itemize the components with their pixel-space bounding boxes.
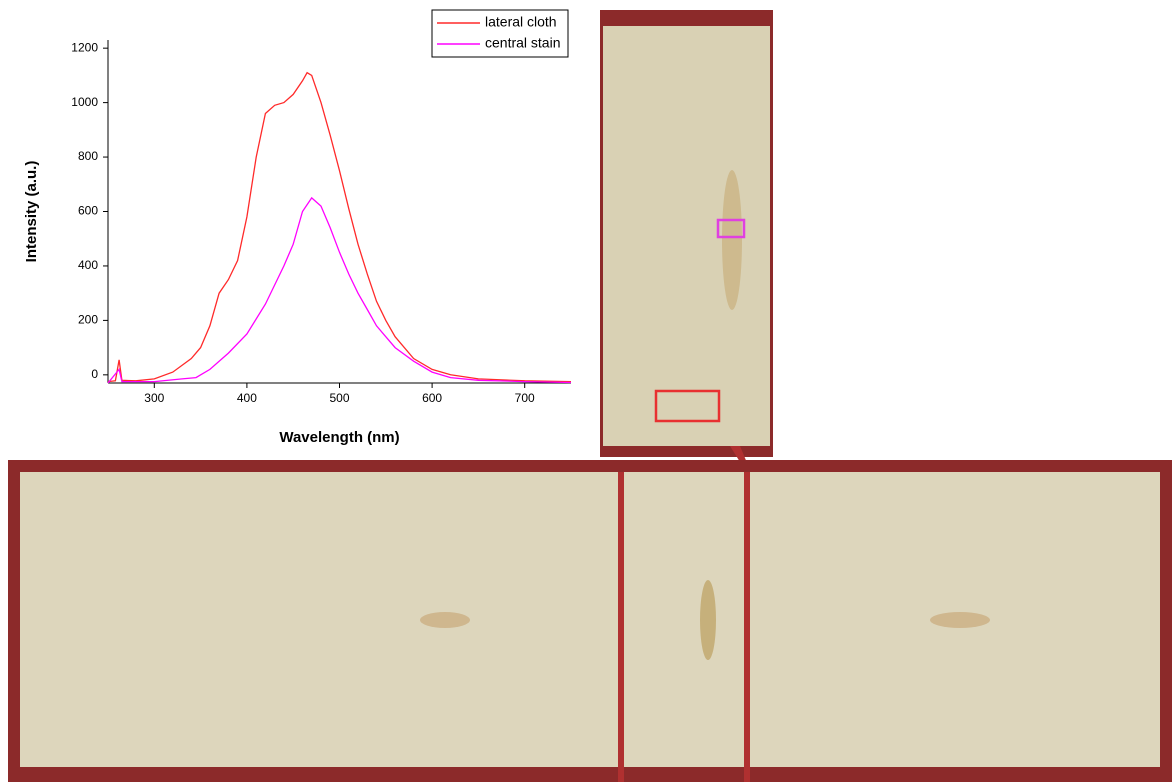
full-cloth-photo — [8, 460, 1172, 782]
central-stain-marker — [716, 218, 746, 239]
y-axis-label: Intensity (a.u.) — [23, 161, 40, 263]
y-tick-label: 800 — [78, 149, 98, 163]
x-tick-label: 600 — [422, 391, 442, 405]
y-tick-label: 200 — [78, 313, 98, 327]
y-tick-label: 1000 — [71, 95, 98, 109]
data-line — [107, 71, 572, 383]
y-tick-label: 600 — [78, 204, 98, 218]
y-tick-label: 1200 — [71, 40, 98, 54]
cloth-detail-photo — [600, 10, 773, 470]
legend-label: lateral cloth — [485, 14, 557, 30]
data-line — [107, 196, 572, 384]
x-axis-label: Wavelength (nm) — [279, 429, 399, 446]
y-tick-label: 0 — [91, 367, 98, 381]
lateral-cloth-marker — [654, 389, 721, 423]
y-tick-label: 400 — [78, 258, 98, 272]
legend-label: central stain — [485, 35, 560, 51]
x-tick-label: 400 — [237, 391, 257, 405]
legend-box — [431, 9, 569, 58]
x-tick-label: 300 — [144, 391, 164, 405]
x-tick-label: 500 — [329, 391, 349, 405]
x-tick-label: 700 — [515, 391, 535, 405]
